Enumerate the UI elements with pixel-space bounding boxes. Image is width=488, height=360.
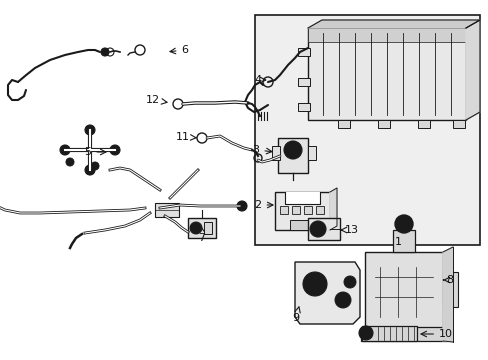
Text: 11: 11 — [176, 132, 196, 142]
Bar — [297, 78, 309, 86]
Circle shape — [190, 222, 202, 234]
Polygon shape — [465, 20, 479, 120]
Bar — [337, 120, 349, 128]
Text: 12: 12 — [145, 95, 167, 105]
Circle shape — [334, 292, 350, 308]
Bar — [203, 222, 212, 234]
Bar — [452, 120, 464, 128]
Text: 8: 8 — [443, 275, 453, 285]
Bar — [278, 138, 307, 173]
Bar — [254, 15, 479, 245]
Text: 2: 2 — [254, 200, 272, 210]
Text: 10: 10 — [420, 329, 452, 339]
Bar — [307, 28, 465, 42]
Circle shape — [85, 165, 95, 175]
Polygon shape — [294, 262, 359, 324]
Bar — [360, 327, 446, 341]
Polygon shape — [329, 188, 336, 230]
Circle shape — [309, 221, 325, 237]
Circle shape — [237, 201, 246, 211]
Text: 5: 5 — [84, 147, 106, 157]
Bar — [361, 326, 416, 341]
Bar — [307, 28, 465, 120]
Bar — [364, 252, 442, 332]
Bar — [297, 48, 309, 56]
Bar — [315, 206, 324, 214]
Circle shape — [358, 326, 372, 340]
Circle shape — [303, 272, 326, 296]
Bar — [307, 218, 339, 240]
Circle shape — [101, 48, 109, 56]
Bar — [289, 220, 315, 230]
Text: 7: 7 — [198, 226, 205, 243]
Text: 4: 4 — [254, 75, 265, 85]
Text: 13: 13 — [341, 225, 358, 235]
Circle shape — [91, 162, 99, 170]
Circle shape — [60, 145, 70, 155]
Circle shape — [110, 145, 120, 155]
Bar — [280, 206, 287, 214]
Text: 3: 3 — [252, 145, 271, 155]
Text: 9: 9 — [292, 307, 300, 323]
Circle shape — [343, 276, 355, 288]
Bar — [307, 146, 315, 160]
Bar — [417, 120, 429, 128]
Polygon shape — [442, 247, 452, 342]
Bar — [377, 120, 389, 128]
Bar — [392, 230, 414, 252]
Bar — [155, 203, 179, 217]
Circle shape — [66, 158, 74, 166]
Text: 1: 1 — [394, 237, 401, 247]
Polygon shape — [307, 20, 479, 28]
Circle shape — [394, 215, 412, 233]
Circle shape — [284, 141, 302, 159]
Bar — [297, 103, 309, 111]
Bar — [304, 206, 311, 214]
Bar — [271, 146, 280, 160]
Bar — [285, 192, 319, 204]
Bar — [274, 192, 329, 230]
Bar — [442, 272, 457, 307]
Bar — [187, 218, 216, 238]
Text: 6: 6 — [170, 45, 188, 55]
Bar — [291, 206, 299, 214]
Circle shape — [85, 125, 95, 135]
